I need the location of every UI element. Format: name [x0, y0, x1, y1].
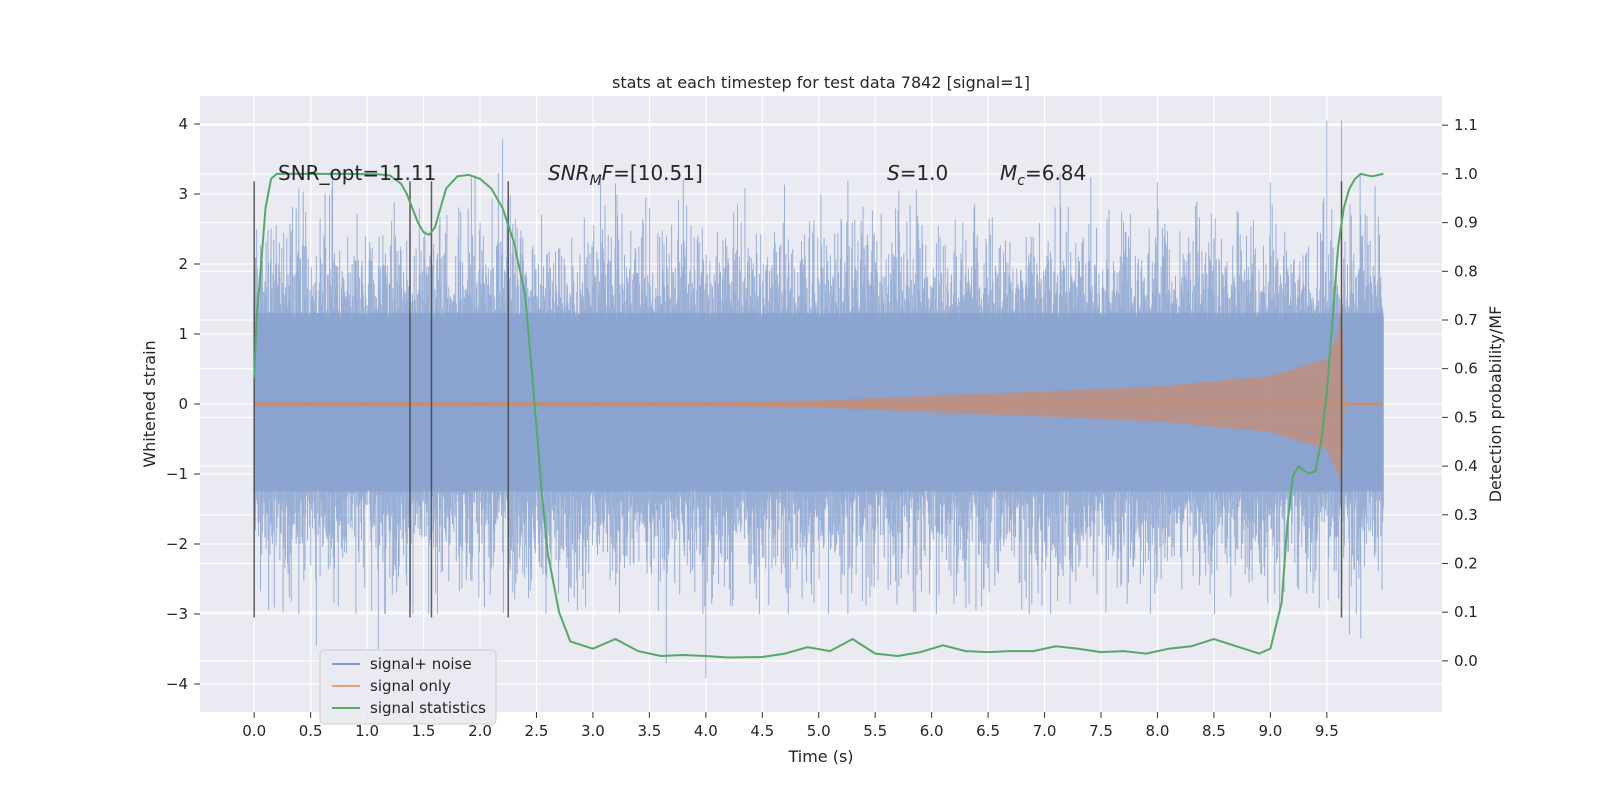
x-tick-label: 0.0	[242, 722, 266, 740]
annotation-s: S=1.0	[887, 161, 948, 185]
x-tick-label: 1.0	[355, 722, 379, 740]
x-tick-label: 3.5	[637, 722, 661, 740]
legend-label-signal-only: signal only	[370, 677, 451, 695]
signal-only-series	[254, 295, 1384, 485]
y2-tick-label: 1.0	[1454, 165, 1478, 183]
x-tick-label: 6.5	[976, 722, 1000, 740]
y2-tick-label: 0.4	[1454, 457, 1478, 475]
x-tick-label: 9.0	[1258, 722, 1282, 740]
y-tick-label: 2	[178, 255, 188, 273]
x-tick-label: 5.0	[807, 722, 831, 740]
y2-tick-label: 0.8	[1454, 262, 1478, 280]
y-tick-label: 0	[178, 395, 188, 413]
legend: signal+ noise signal only signal statist…	[319, 649, 497, 725]
y2-tick-label: 0.3	[1454, 506, 1478, 524]
legend-label-signal-noise: signal+ noise	[370, 655, 472, 673]
x-tick-label: 8.0	[1146, 722, 1170, 740]
y2-tick-label: 0.5	[1454, 408, 1478, 426]
y2-tick-label: 0.2	[1454, 554, 1478, 572]
y-tick-label: −3	[166, 605, 188, 623]
annotation-snr_opt: SNR_opt=11.11	[278, 161, 436, 185]
signal-only-trace	[254, 295, 1384, 485]
legend-box	[319, 649, 497, 725]
y2-tick-label: 0.9	[1454, 214, 1478, 232]
signal-statistics-series	[253, 172, 1384, 659]
x-tick-label: 9.5	[1315, 722, 1339, 740]
y-tick-label: −1	[166, 465, 188, 483]
y2-tick-label: 0.1	[1454, 603, 1478, 621]
x-tick-label: 2.5	[525, 722, 549, 740]
annotation-snr_mf: SNRMF=[10.51]	[548, 161, 703, 189]
x-tick-label: 0.5	[299, 722, 323, 740]
y-tick-label: −4	[166, 675, 188, 693]
annotation-mc: Mc=6.84	[1000, 161, 1086, 189]
chart-title: stats at each timestep for test data 784…	[612, 73, 1030, 92]
y-tick-label: 3	[178, 185, 188, 203]
x-tick-label: 7.5	[1089, 722, 1113, 740]
y2-tick-label: 1.1	[1454, 116, 1478, 134]
x-tick-label: 8.5	[1202, 722, 1226, 740]
y-axis-label: Whitened strain	[140, 340, 159, 467]
y-tick-label: 4	[178, 115, 188, 133]
y2-tick-label: 0.6	[1454, 360, 1478, 378]
x-tick-label: 3.0	[581, 722, 605, 740]
tick-labels: 0.0 0.5 1.0 1.5 2.0 2.5 3.0 3.5 4.0 4.5 5.0 5.5 6.0 6…	[166, 115, 1478, 740]
legend-label-signal-statistics: signal statistics	[370, 699, 486, 717]
x-tick-label: 4.0	[694, 722, 718, 740]
x-axis-label: Time (s)	[787, 747, 853, 766]
y2-tick-label: 0.0	[1454, 652, 1478, 670]
x-tick-label: 5.5	[863, 722, 887, 740]
annotations: SNR_opt=11.11 SNRMF=[10.51] S=1.0 Mc=6.84	[278, 161, 1086, 189]
y-tick-label: −2	[166, 535, 188, 553]
x-tick-label: 6.0	[920, 722, 944, 740]
x-tick-label: 1.5	[412, 722, 436, 740]
x-tick-label: 4.5	[750, 722, 774, 740]
vertical-markers	[253, 181, 1343, 618]
x-tick-label: 2.0	[468, 722, 492, 740]
y-tick-label: 1	[178, 325, 188, 343]
y2-axis-label: Detection probability/MF	[1486, 306, 1505, 503]
signal-statistics-line	[253, 172, 1384, 659]
y2-tick-label: 0.7	[1454, 311, 1478, 329]
x-tick-label: 7.0	[1033, 722, 1057, 740]
